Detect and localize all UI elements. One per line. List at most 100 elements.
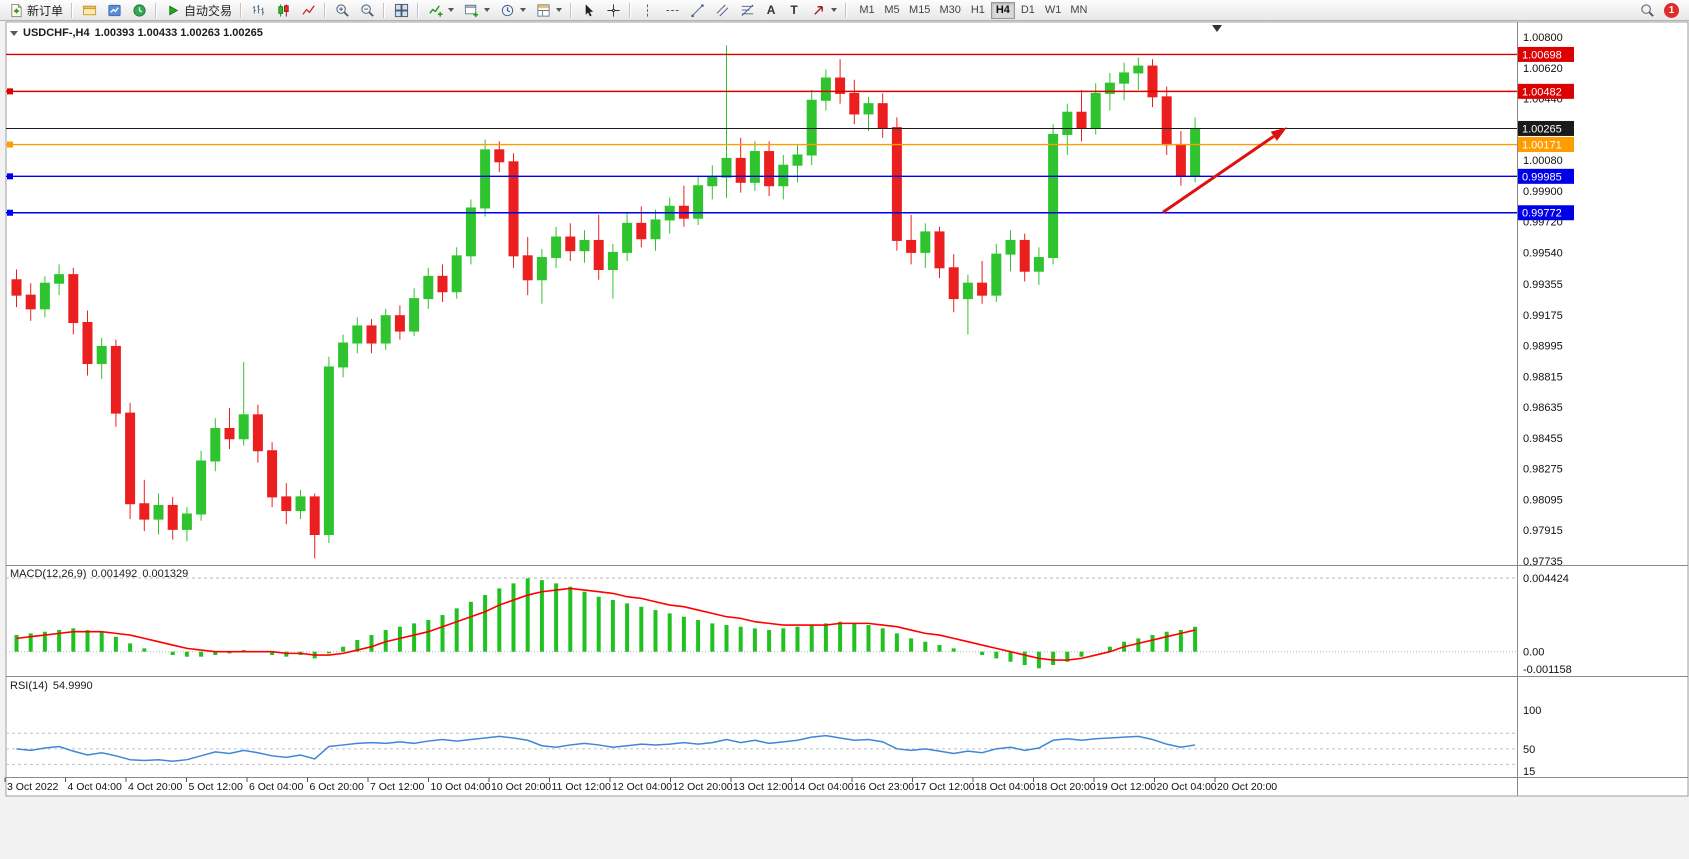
periods-button[interactable] [495,1,530,19]
time-axis[interactable]: 3 Oct 2022 4 Oct 04:00 4 Oct 20:00 5 Oct 12… [4,777,1277,794]
hline-1.00171[interactable]: 1.00171 [6,137,1574,153]
svg-text:12 Oct 20:00: 12 Oct 20:00 [673,781,733,793]
market-watch-button[interactable] [102,1,126,19]
svg-text:11 Oct 12:00: 11 Oct 12:00 [552,781,612,793]
zoom-in-icon [334,2,350,18]
crosshair-button[interactable] [601,1,625,19]
new-order-button[interactable]: 新订单 [4,1,67,19]
new-chart-button[interactable] [459,1,494,19]
navigator-icon [131,2,147,18]
candlestick-chart-button[interactable] [271,1,295,19]
price-tag [1518,46,1574,62]
rsi-line [16,734,1196,763]
timeframe-h4-button[interactable]: H4 [990,1,1015,19]
fibonacci-icon [739,2,755,18]
zoom-out-icon [359,2,375,18]
zoom-out-button[interactable] [355,1,379,19]
search-icon [1639,2,1655,18]
trend-arrow[interactable] [1162,127,1287,214]
toolbar-separator [155,2,158,18]
svg-text:15: 15 [1523,766,1535,778]
svg-text:14 Oct 04:00: 14 Oct 04:00 [794,781,854,793]
text-tool-button[interactable]: A [760,1,782,19]
hline-1.00698[interactable]: 1.00698 [6,46,1574,62]
svg-text:6 Oct 04:00: 6 Oct 04:00 [249,781,303,793]
trendline-button[interactable] [685,1,709,19]
search-button[interactable] [1635,1,1659,19]
indicators-button[interactable] [423,1,458,19]
crosshair-icon [605,2,621,18]
svg-text:0.99900: 0.99900 [1523,186,1563,198]
svg-text:-0.001158: -0.001158 [1523,664,1572,676]
zoom-in-button[interactable] [330,1,354,19]
svg-text:0.97735: 0.97735 [1523,556,1563,568]
dropdown-arrow-icon [520,8,527,12]
svg-text:0.99175: 0.99175 [1523,310,1563,322]
toolbar-separator [240,2,243,18]
svg-text:17 Oct 12:00: 17 Oct 12:00 [915,781,975,793]
toolbar-separator [383,2,386,18]
horizontal-line-icon [664,2,680,18]
dropdown-arrow-icon [556,8,563,12]
price-tag [1518,137,1574,153]
svg-text:0.97915: 0.97915 [1523,525,1563,537]
profiles-button[interactable] [77,1,101,19]
chart-canvas[interactable]: 1.008001.006201.004401.002601.000800.999… [0,20,1689,859]
cursor-icon [580,2,596,18]
price-tag [1518,205,1574,221]
svg-text:3 Oct 2022: 3 Oct 2022 [7,781,59,793]
notification-badge[interactable]: 1 [1664,2,1679,18]
svg-text:18 Oct 04:00: 18 Oct 04:00 [975,781,1035,793]
svg-text:1.00171: 1.00171 [1522,140,1562,152]
svg-text:12 Oct 04:00: 12 Oct 04:00 [612,781,672,793]
bar-chart-button[interactable] [246,1,270,19]
periods-clock-icon [499,2,515,18]
navigator-button[interactable] [127,1,151,19]
autotrading-button[interactable]: 自动交易 [161,1,236,19]
fibonacci-button[interactable] [735,1,759,19]
channel-button[interactable] [710,1,734,19]
svg-text:0.98095: 0.98095 [1523,494,1563,506]
hline-0.99985[interactable]: 0.99985 [6,168,1574,184]
svg-text:20 Oct 20:00: 20 Oct 20:00 [1217,781,1277,793]
timeframe-w1-button[interactable]: W1 [1041,2,1066,19]
timeframe-mn-button[interactable]: MN [1066,2,1091,19]
new-order-icon [8,2,24,18]
svg-text:6 Oct 20:00: 6 Oct 20:00 [310,781,364,793]
hline-0.99772[interactable]: 0.99772 [6,205,1574,221]
templates-button[interactable] [531,1,566,19]
hline-1.00265[interactable]: 1.00265 [6,120,1574,136]
svg-text:0.99985: 0.99985 [1522,171,1562,183]
vertical-line-button[interactable] [635,1,659,19]
line-chart-button[interactable] [296,1,320,19]
tile-windows-button[interactable] [389,1,413,19]
one-click-trading-toggle-icon[interactable] [10,30,18,36]
hline-1.00482[interactable]: 1.00482 [6,83,1574,99]
timeframe-m1-button[interactable]: M1 [855,2,879,19]
timeframe-m15-button[interactable]: M15 [905,2,934,19]
svg-text:0.98455: 0.98455 [1523,433,1563,445]
dropdown-arrow-icon [831,8,838,12]
timeframe-m30-button[interactable]: M30 [935,2,964,19]
svg-text:5 Oct 12:00: 5 Oct 12:00 [189,781,243,793]
timeframe-d1-button[interactable]: D1 [1016,2,1040,19]
macd-histogram [14,578,1198,669]
bar-chart-icon [250,2,266,18]
label-tool-button[interactable]: T [783,1,805,19]
chart-title-symbol: USDCHF-,H4 [23,27,90,39]
chart-window-bg [5,21,1689,797]
horizontal-line-button[interactable] [660,1,684,19]
dropdown-arrow-icon [484,8,491,12]
timeframe-m5-button[interactable]: M5 [880,2,904,19]
svg-text:0.99355: 0.99355 [1523,279,1563,291]
cursor-button[interactable] [576,1,600,19]
svg-text:1.00620: 1.00620 [1523,63,1563,75]
chart-shift-marker-icon[interactable] [1212,25,1222,32]
svg-text:100: 100 [1523,705,1541,717]
svg-text:4 Oct 20:00: 4 Oct 20:00 [128,781,182,793]
autotrading-label: 自动交易 [184,3,233,18]
arrows-tool-button[interactable] [806,1,841,19]
timeframe-h1-button[interactable]: H1 [966,2,990,19]
chart-title-ohlc: 1.00393 1.00433 1.00263 1.00265 [94,27,263,39]
